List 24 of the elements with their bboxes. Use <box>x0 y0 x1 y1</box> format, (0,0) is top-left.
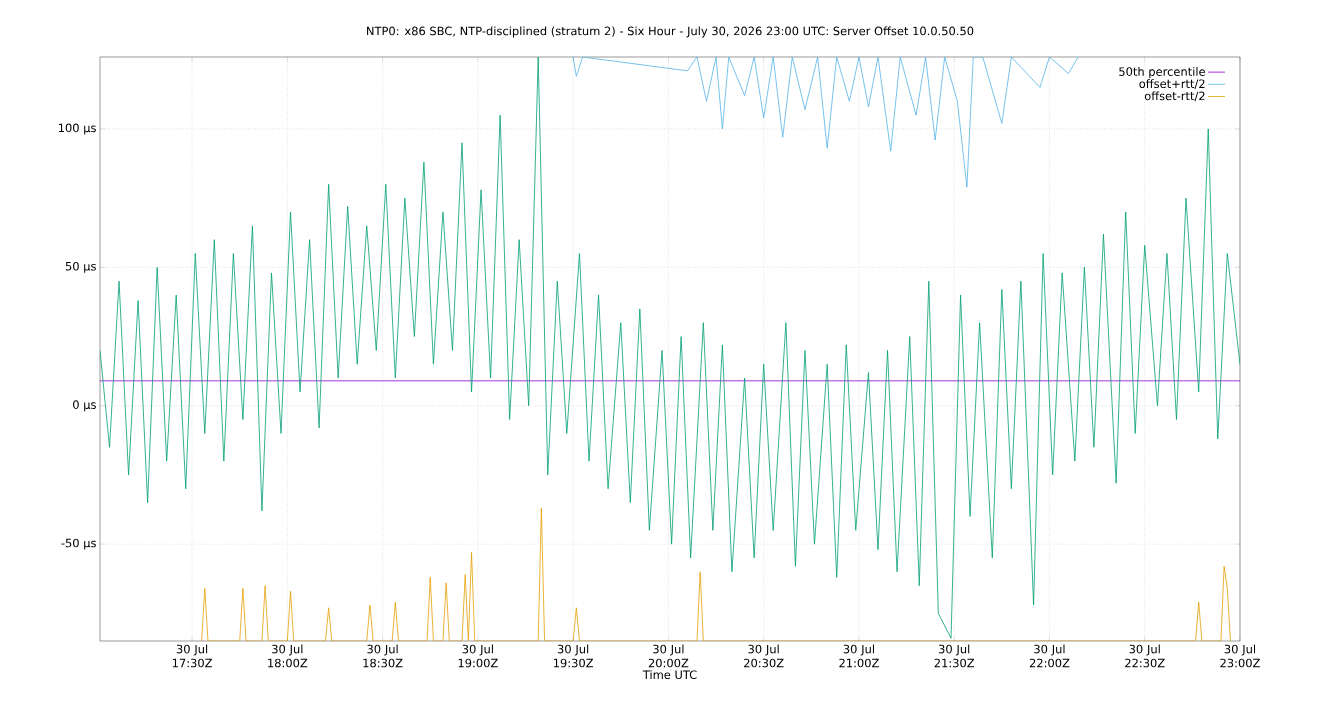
x-tick-label: 30 Jul 21:30Z <box>934 644 975 668</box>
x-tick-label: 30 Jul 20:30Z <box>744 644 784 668</box>
x-axis-title: Time UTC <box>642 670 697 680</box>
legend-label: offset-rtt/2 <box>1144 91 1205 102</box>
legend-label: offset+rtt/2 <box>1139 79 1205 89</box>
x-tick-label: 30 Jul 19:00Z <box>458 644 498 668</box>
x-tick-label: 30 Jul 23:00Z <box>1220 644 1260 668</box>
line-series <box>572 56 1079 188</box>
legend-label: 50th percentile <box>1119 67 1205 79</box>
chart-title: NTP0: x86 SBC, NTP-disciplined (stratum 2) - Six Hour - July 30, 2026 23:00 UTC: Server Offset 10.0.50.50 <box>367 26 974 38</box>
y-tick-label: -50 µs <box>61 538 96 550</box>
y-tick-label: 0 µs <box>73 400 96 412</box>
line-series <box>201 507 1231 641</box>
x-tick-label: 30 Jul 22:00Z <box>1029 644 1070 668</box>
y-tick-label: 50 µs <box>65 261 96 273</box>
line-series <box>100 56 1240 639</box>
x-tick-label: 30 Jul 17:30Z <box>172 644 212 668</box>
x-tick-label: 30 Jul 20:00Z <box>648 644 689 668</box>
y-tick-label: 100 µs <box>58 123 96 135</box>
x-tick-label: 30 Jul 22:30Z <box>1125 644 1165 668</box>
x-tick-label: 30 Jul 21:00Z <box>839 644 879 668</box>
x-tick-label: 30 Jul 18:00Z <box>268 644 308 668</box>
x-tick-label: 30 Jul 19:30Z <box>553 644 594 668</box>
x-tick-label: 30 Jul 18:30Z <box>363 644 403 668</box>
